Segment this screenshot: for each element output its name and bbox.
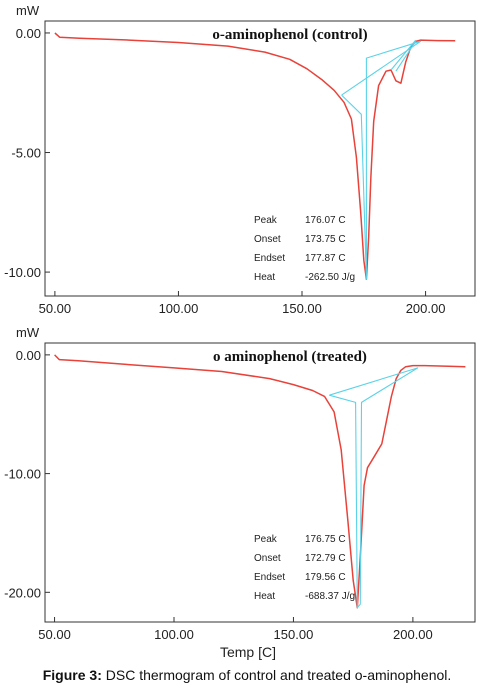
control-chart-title: o-aminophenol (control) [212, 27, 367, 43]
treated-annotation-label: Heat [254, 591, 275, 602]
control-y-tick-label: -5.00 [11, 146, 41, 161]
figure-caption-text: DSC thermogram of control and treated o-… [101, 667, 452, 683]
treated-annotation-value: 172.79 C [305, 553, 346, 564]
treated-y-tick-label: 0.00 [16, 348, 41, 363]
control-x-tick-label: 150.00 [282, 301, 322, 316]
treated-x-axis-label: Temp [C] [220, 644, 276, 660]
figure-caption: Figure 3: DSC thermogram of control and … [0, 667, 494, 683]
control-x-tick-label: 200.00 [406, 301, 446, 316]
treated-annotation-value: 176.75 C [305, 534, 346, 545]
control-annotation-value: 173.75 C [305, 234, 346, 245]
treated-annotation-label: Peak [254, 534, 278, 545]
figure-caption-label: Figure 3: [42, 667, 102, 683]
control-baseline-construction-line [395, 40, 417, 72]
treated-x-tick-label: 50.00 [38, 627, 71, 642]
treated-y-tick-label: -20.00 [4, 585, 41, 600]
treated-dsc-curve [54, 354, 466, 609]
control-plot-frame [44, 20, 476, 297]
treated-x-tick-label: 150.00 [274, 627, 314, 642]
control-annotation-label: Heat [254, 272, 275, 283]
treated-baseline-construction-line [329, 367, 418, 609]
treated-annotation-value: -688.37 J/g [305, 591, 355, 602]
control-annotation-label: Onset [254, 234, 281, 245]
treated-x-tick-label: 200.00 [393, 627, 433, 642]
control-x-tick-label: 50.00 [39, 301, 72, 316]
treated-annotation-value: 179.56 C [305, 572, 346, 583]
treated-annotation-label: Onset [254, 553, 281, 564]
control-annotation-value: 176.07 C [305, 215, 346, 226]
treated-baseline-construction-line [329, 367, 419, 396]
treated-y-axis-unit: mW [16, 325, 40, 340]
control-annotation-label: Peak [254, 215, 278, 226]
control-y-axis-unit: mW [16, 3, 40, 18]
treated-chart-title: o aminophenol (treated) [213, 349, 367, 365]
control-annotation-label: Endset [254, 253, 285, 264]
control-annotation-value: -262.50 J/g [305, 272, 355, 283]
control-baseline-construction-line [341, 40, 421, 280]
treated-x-tick-label: 100.00 [154, 627, 194, 642]
control-baseline-construction-line [341, 40, 422, 96]
treated-y-tick-label: -10.00 [4, 467, 41, 482]
treated-annotation-label: Endset [254, 572, 285, 583]
control-dsc-curve [54, 32, 456, 281]
control-x-tick-label: 100.00 [159, 301, 199, 316]
control-y-tick-label: 0.00 [16, 26, 41, 41]
treated-plot-frame [44, 342, 476, 623]
control-baseline-construction-line [390, 39, 417, 71]
control-y-tick-label: -10.00 [4, 265, 41, 280]
control-annotation-value: 177.87 C [305, 253, 346, 264]
